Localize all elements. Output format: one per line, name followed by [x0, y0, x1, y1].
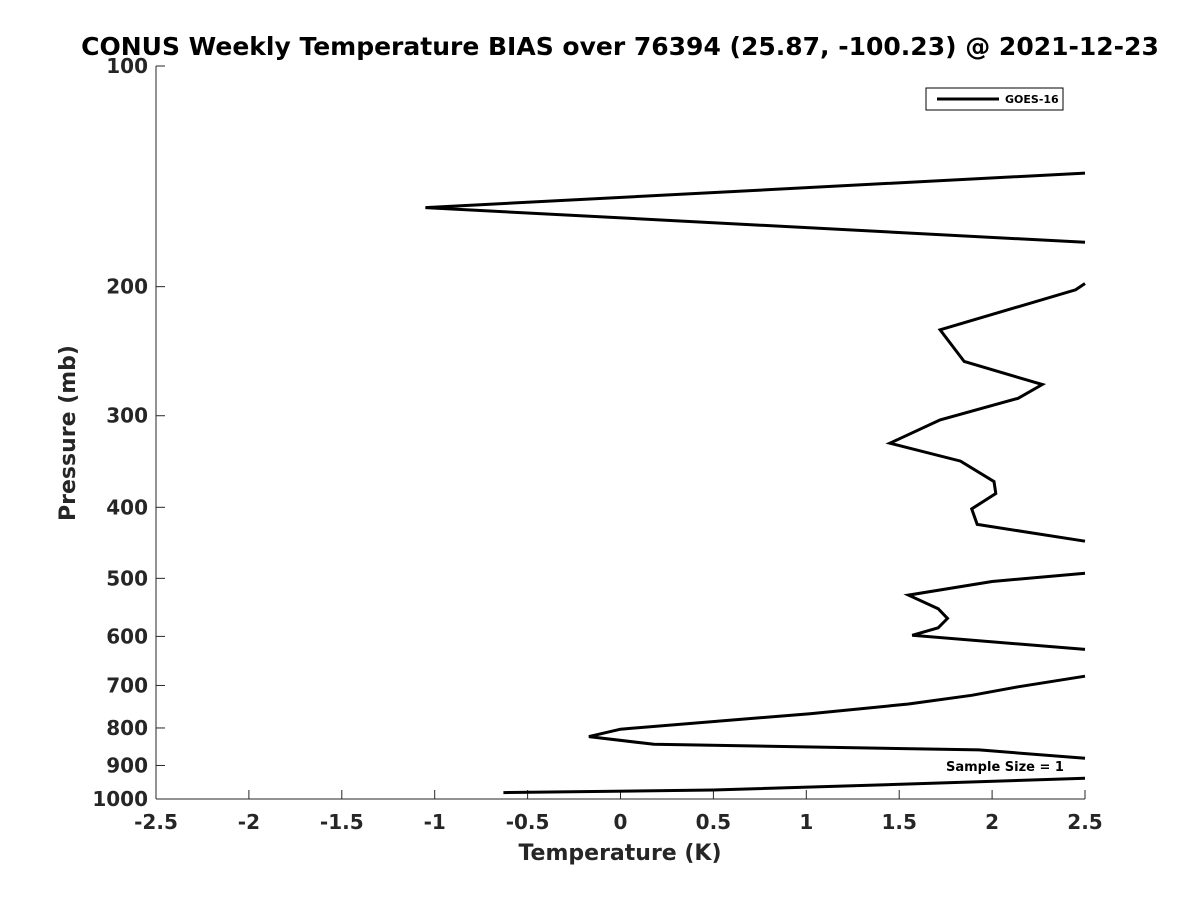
y-tick-label: 600	[106, 624, 148, 648]
sample-size-annotation: Sample Size = 1	[946, 760, 1064, 775]
x-tick-label: 1.5	[881, 810, 916, 834]
x-tick-label: 2	[985, 810, 999, 834]
y-tick-label: 800	[106, 716, 148, 740]
x-tick-label: -1	[424, 810, 446, 834]
x-tick-label: -0.5	[506, 810, 550, 834]
x-tick-label: 0	[614, 810, 628, 834]
legend: GOES-16	[925, 87, 1064, 111]
y-tick-label: 300	[106, 404, 148, 428]
x-axis-label: Temperature (K)	[518, 841, 721, 866]
chart-title: CONUS Weekly Temperature BIAS over 76394…	[81, 32, 1159, 61]
series-line-goes-16-segment-4	[588, 674, 1086, 760]
x-tick-label: 0.5	[696, 810, 731, 834]
plot-area: -2.5 -2 -1.5 -1 -0.5 0 0.5 1 1.5 2 2.5 100 200 300 400…	[92, 54, 1102, 834]
x-tick-label: -2.5	[134, 810, 178, 834]
y-tick-label: 100	[106, 54, 148, 78]
y-tick-label: 700	[106, 673, 148, 697]
series-line-goes-16-segment-1	[425, 171, 1086, 244]
y-tick-label: 900	[106, 753, 148, 777]
y-axis-label: Pressure (mb)	[56, 345, 81, 521]
series-line-goes-16-segment-3	[903, 571, 1086, 651]
y-tick-label: 400	[106, 495, 148, 519]
y-tick-label: 1000	[92, 787, 148, 811]
x-tick-label: 2.5	[1067, 810, 1102, 834]
legend-label-goes-16: GOES-16	[1005, 93, 1059, 106]
series-line-goes-16-segment-2	[885, 282, 1086, 543]
y-tick-label: 200	[106, 275, 148, 299]
series-line-goes-16-segment-5	[503, 776, 1086, 795]
x-tick-label: 1	[799, 810, 813, 834]
x-tick-label: -2	[238, 810, 260, 834]
x-tick-label: -1.5	[320, 810, 364, 834]
y-tick-label: 500	[106, 566, 148, 590]
